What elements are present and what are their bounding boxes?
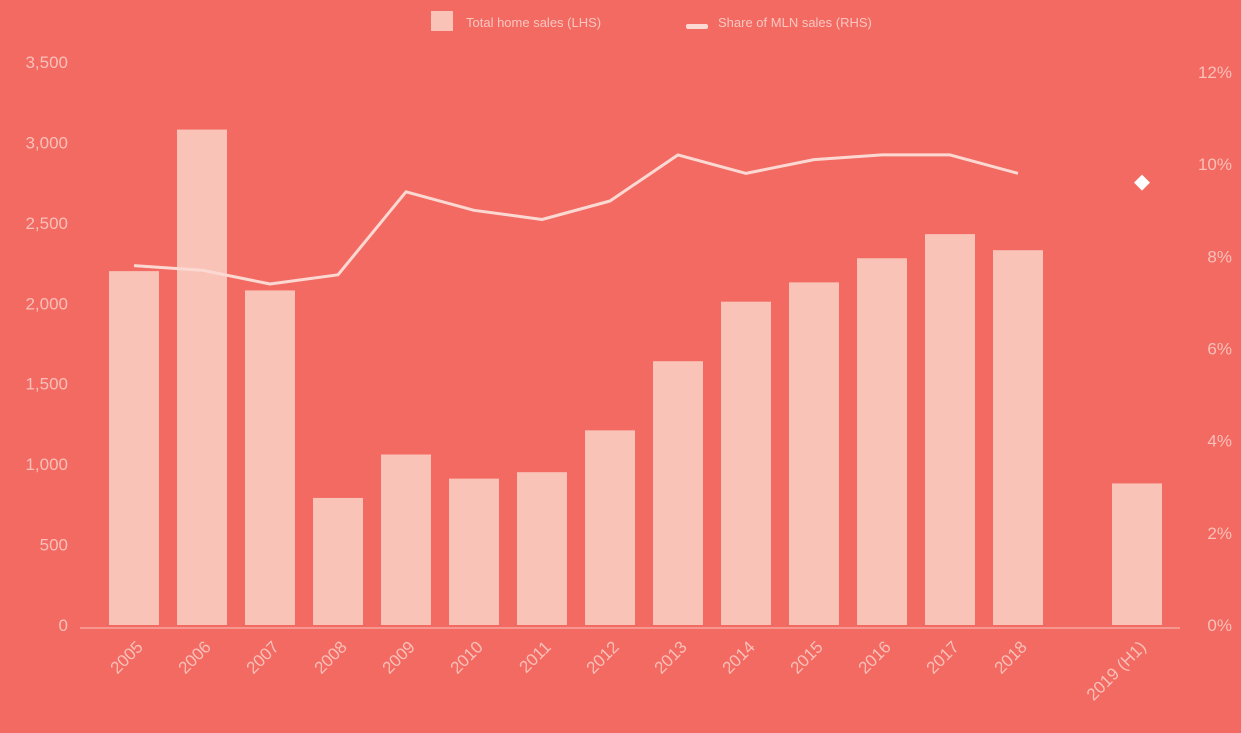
right-tick-label: 0% <box>1207 616 1232 635</box>
bar <box>857 258 907 625</box>
left-tick-label: 3,500 <box>25 53 68 72</box>
x-tick-label: 2019 (H1) <box>1083 637 1150 704</box>
share-line <box>133 153 1150 286</box>
bar <box>925 234 975 626</box>
x-tick-label: 2011 <box>516 637 555 676</box>
left-axis: 0 500 1,000 1,500 2,000 2,500 3,000 3,500 <box>25 53 68 635</box>
bar <box>517 472 567 625</box>
bar <box>177 129 227 625</box>
bar <box>653 361 703 625</box>
x-tick-label: 2007 <box>243 637 283 677</box>
right-tick-label: 8% <box>1207 247 1232 266</box>
x-tick-label: 2010 <box>447 637 487 677</box>
left-tick-label: 1,000 <box>25 455 68 474</box>
bar <box>789 282 839 625</box>
share-line-path <box>133 153 1019 286</box>
legend-bar-label: Total home sales (LHS) <box>466 15 601 30</box>
share-marker <box>1134 174 1150 191</box>
bar <box>1112 483 1162 625</box>
legend-line-swatch <box>686 24 708 29</box>
x-tick-label: 2009 <box>379 637 419 677</box>
x-axis: 2005 2006 2007 2008 2009 2010 2011 2012 2013 2014… <box>107 637 1150 704</box>
right-tick-label: 4% <box>1207 432 1232 451</box>
x-tick-label: 2014 <box>719 637 759 677</box>
left-tick-label: 0 <box>59 616 68 635</box>
legend-bar-swatch <box>431 11 453 31</box>
bar <box>313 497 363 625</box>
right-tick-label: 12% <box>1198 63 1232 82</box>
bar <box>993 250 1043 625</box>
bar <box>721 301 771 625</box>
x-tick-label: 2017 <box>923 637 963 677</box>
left-tick-label: 500 <box>40 536 68 555</box>
bar <box>245 290 295 625</box>
bar <box>381 454 431 625</box>
x-tick-label: 2015 <box>787 637 827 677</box>
x-tick-label: 2008 <box>311 637 351 677</box>
left-tick-label: 2,500 <box>25 214 68 233</box>
right-axis: 0% 2% 4% 6% 8% 10% 12% <box>1198 63 1232 635</box>
bars <box>109 129 1162 626</box>
legend-line-label: Share of MLN sales (RHS) <box>718 15 872 30</box>
right-tick-label: 6% <box>1207 340 1232 359</box>
left-tick-label: 2,000 <box>25 294 68 313</box>
x-tick-label: 2018 <box>991 637 1031 677</box>
x-tick-label: 2006 <box>175 637 215 677</box>
bar <box>449 478 499 625</box>
x-tick-label: 2013 <box>651 637 691 677</box>
x-tick-label: 2016 <box>855 637 895 677</box>
right-tick-label: 2% <box>1207 524 1232 543</box>
bar <box>109 271 159 625</box>
x-tick-label: 2012 <box>583 637 623 677</box>
right-tick-label: 10% <box>1198 155 1232 174</box>
bar <box>585 430 635 625</box>
x-tick-label: 2005 <box>107 637 147 677</box>
left-tick-label: 3,000 <box>25 133 68 152</box>
legend: Total home sales (LHS) Share of MLN sale… <box>431 11 872 31</box>
left-tick-label: 1,500 <box>25 375 68 394</box>
